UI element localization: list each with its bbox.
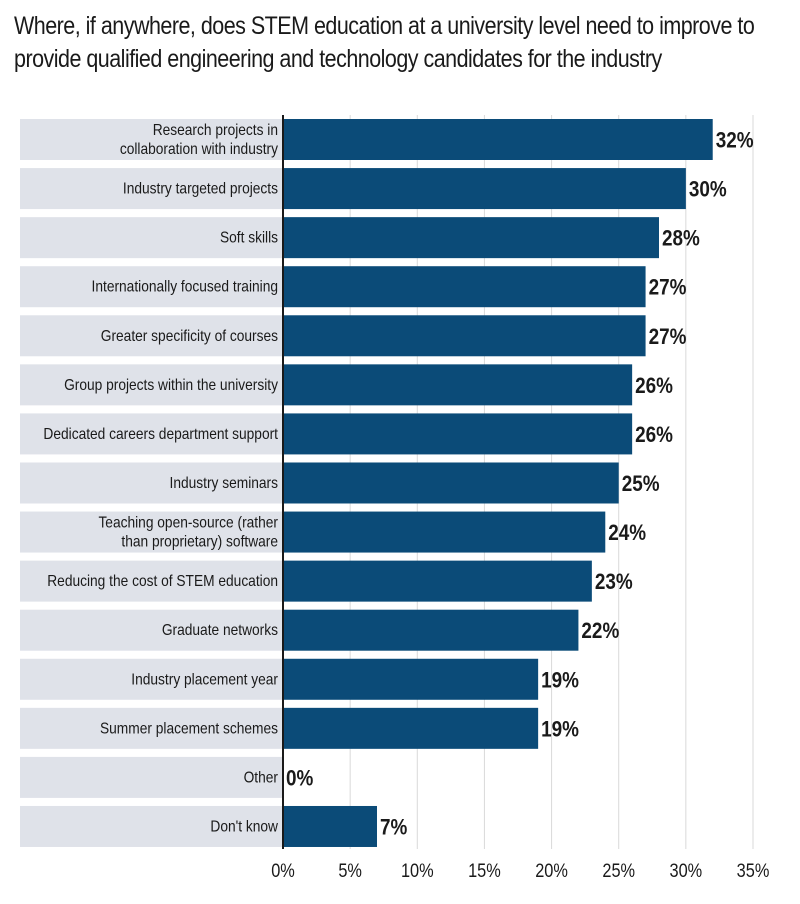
- category-label: Industry seminars: [170, 474, 278, 492]
- bar: [283, 168, 686, 210]
- category-label: Reducing the cost of STEM education: [47, 572, 278, 590]
- value-label: 22%: [581, 619, 619, 644]
- bar: [283, 511, 606, 553]
- bar: [283, 609, 579, 651]
- category-label: Teaching open-source (rather: [98, 514, 278, 532]
- row-band: [20, 217, 283, 259]
- row-band: [20, 511, 283, 553]
- category-label: than proprietary) software: [121, 533, 278, 551]
- row-band: [20, 707, 283, 749]
- row-band: [20, 756, 283, 798]
- x-tick-label: 10%: [401, 860, 434, 881]
- value-label: 27%: [649, 324, 687, 349]
- value-label: 28%: [662, 226, 700, 251]
- value-label: 26%: [635, 423, 673, 448]
- category-label: Graduate networks: [162, 621, 278, 639]
- chart-title: Where, if anywhere, does STEM education …: [14, 10, 755, 76]
- bar: [283, 413, 633, 455]
- value-label: 0%: [286, 766, 313, 791]
- x-tick-label: 20%: [535, 860, 568, 881]
- category-label: Don't know: [210, 818, 278, 836]
- category-label: Soft skills: [220, 229, 278, 247]
- bar: [283, 707, 539, 749]
- category-label: Summer placement schemes: [100, 719, 278, 737]
- value-label: 25%: [622, 472, 660, 497]
- row-bands: [20, 119, 283, 847]
- category-label: Group projects within the university: [64, 376, 278, 394]
- value-label: 19%: [541, 717, 579, 742]
- bar: [283, 119, 713, 160]
- bar: [283, 805, 377, 847]
- chart-title-line-1: Where, if anywhere, does STEM education …: [14, 12, 755, 40]
- value-label: 30%: [689, 177, 727, 202]
- bar: [283, 462, 619, 504]
- row-band: [20, 609, 283, 651]
- x-tick-label: 25%: [602, 860, 635, 881]
- row-band: [20, 119, 283, 160]
- row-band: [20, 266, 283, 308]
- x-tick-label: 0%: [271, 860, 295, 881]
- x-tick-label: 5%: [338, 860, 362, 881]
- chart-title-line-2: provide qualified engineering and techno…: [14, 45, 662, 73]
- row-band: [20, 413, 283, 455]
- value-labels: 32%30%28%27%27%26%26%25%24%23%22%19%19%0…: [286, 128, 754, 840]
- category-label: collaboration with industry: [120, 140, 279, 158]
- bar: [283, 364, 633, 406]
- row-band: [20, 462, 283, 504]
- row-band: [20, 315, 283, 357]
- category-label: Other: [244, 768, 278, 786]
- category-label: Industry targeted projects: [123, 180, 278, 198]
- row-band: [20, 560, 283, 602]
- value-label: 19%: [541, 668, 579, 693]
- value-label: 24%: [608, 521, 646, 546]
- value-label: 23%: [595, 570, 633, 595]
- row-band: [20, 364, 283, 406]
- bar: [283, 315, 646, 357]
- x-tick-label: 35%: [737, 860, 770, 881]
- row-band: [20, 658, 283, 700]
- category-label: Greater specificity of courses: [101, 327, 278, 345]
- x-tick-labels: 0% 5% 10% 15% 20% 25% 30% 35%: [271, 860, 769, 881]
- bar: [283, 217, 659, 259]
- category-label: Internationally focused training: [92, 278, 278, 296]
- value-label: 26%: [635, 374, 673, 399]
- category-label: Industry placement year: [131, 670, 278, 688]
- bar: [283, 266, 646, 308]
- bar: [283, 658, 539, 700]
- value-label: 32%: [716, 128, 754, 153]
- category-label: Dedicated careers department support: [43, 425, 278, 443]
- category-label: Research projects in: [153, 121, 278, 139]
- bars: [283, 119, 713, 847]
- row-band: [20, 805, 283, 847]
- value-label: 7%: [380, 815, 407, 840]
- value-label: 27%: [649, 275, 687, 300]
- bar: [283, 560, 592, 602]
- x-tick-label: 30%: [670, 860, 703, 881]
- x-tick-label: 15%: [468, 860, 501, 881]
- row-band: [20, 168, 283, 210]
